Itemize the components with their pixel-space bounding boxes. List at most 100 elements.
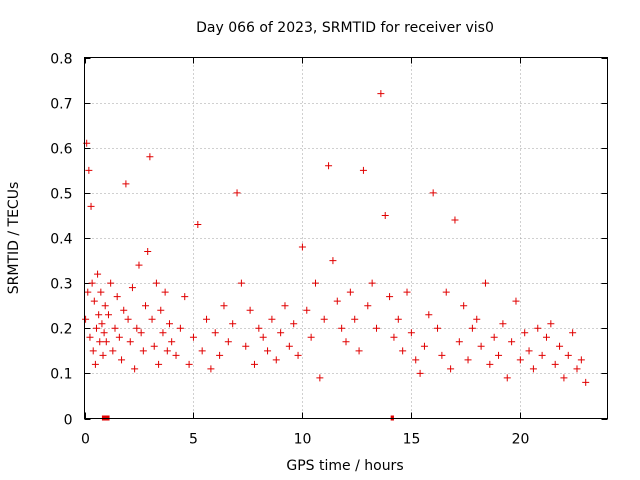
data-point: [303, 306, 311, 314]
data-point: [120, 306, 128, 314]
data-point: [534, 324, 542, 332]
data-point: [107, 279, 115, 287]
data-point: [281, 302, 289, 310]
data-point: [102, 338, 110, 346]
data-point: [455, 338, 463, 346]
data-point: [407, 329, 415, 337]
data-point: [329, 257, 337, 265]
data-point: [224, 338, 232, 346]
data-point: [101, 302, 109, 310]
data-point: [118, 356, 126, 364]
y-tick-label: 0.8: [50, 52, 72, 68]
data-point: [447, 365, 455, 373]
data-point: [89, 347, 97, 355]
data-point: [442, 288, 450, 296]
data-point: [189, 333, 197, 341]
data-point: [109, 347, 117, 355]
data-point: [416, 369, 424, 377]
data-point: [394, 315, 402, 323]
data-point: [90, 297, 98, 305]
data-point: [551, 360, 559, 368]
data-point: [94, 270, 102, 278]
data-point: [148, 315, 156, 323]
data-point: [490, 333, 498, 341]
data-point: [285, 342, 293, 350]
data-point: [473, 315, 481, 323]
data-point: [165, 320, 173, 328]
data-point: [338, 324, 346, 332]
data-point: [277, 329, 285, 337]
x-axis-label: GPS time / hours: [286, 458, 403, 474]
data-point: [87, 202, 95, 210]
data-point: [468, 324, 476, 332]
data-point: [359, 166, 367, 174]
data-point: [403, 288, 411, 296]
data-point: [272, 356, 280, 364]
data-point: [542, 333, 550, 341]
data-point: [399, 347, 407, 355]
y-tick-label: 0.3: [50, 277, 72, 293]
data-point: [390, 333, 398, 341]
data-point: [290, 320, 298, 328]
data-point: [124, 315, 132, 323]
data-point: [113, 293, 121, 301]
x-tick-label: 0: [81, 432, 90, 448]
data-point: [99, 351, 107, 359]
data-point: [176, 324, 184, 332]
data-point: [294, 351, 302, 359]
data-point: [547, 320, 555, 328]
data-point: [233, 189, 241, 197]
data-point: [325, 162, 333, 170]
y-tick-label: 0.2: [50, 322, 72, 338]
y-tick-label: 0.4: [50, 232, 72, 248]
data-point: [316, 374, 324, 382]
data-point: [477, 342, 485, 350]
data-point: [434, 324, 442, 332]
data-point: [377, 90, 385, 98]
data-point: [499, 320, 507, 328]
data-point: [333, 297, 341, 305]
data-point: [131, 365, 139, 373]
data-point: [538, 351, 546, 359]
data-point: [198, 347, 206, 355]
data-point: [157, 306, 165, 314]
y-tick-label: 0.6: [50, 142, 72, 158]
data-point: [503, 374, 511, 382]
data-point: [582, 378, 590, 386]
data-point: [242, 342, 250, 350]
data-point: [429, 189, 437, 197]
data-point: [100, 329, 108, 337]
data-point: [203, 315, 211, 323]
chart-title: Day 066 of 2023, SRMTID for receiver vis…: [196, 20, 494, 36]
data-point: [152, 279, 160, 287]
x-tick-label: 15: [403, 432, 421, 448]
data-point: [135, 261, 143, 269]
y-tick-label: 0.5: [50, 187, 72, 203]
data-point: [95, 311, 103, 319]
data-point: [560, 374, 568, 382]
axis-ticks: 0 0.1 0.2 0.3 0.4 0.5 0.6 0.7 0.8 0 5 10 15 20: [50, 52, 608, 448]
data-point: [211, 329, 219, 337]
data-point: [150, 342, 158, 350]
data-point: [128, 284, 136, 292]
data-point: [577, 356, 585, 364]
data-point: [98, 320, 106, 328]
data-point: [425, 311, 433, 319]
data-point: [96, 338, 104, 346]
data-point: [351, 315, 359, 323]
data-point: [246, 306, 254, 314]
data-point: [451, 216, 459, 224]
data-point: [573, 365, 581, 373]
data-point: [144, 248, 152, 256]
data-point: [464, 356, 472, 364]
data-point: [122, 180, 130, 188]
y-tick-label: 0.7: [50, 97, 72, 113]
data-point: [438, 351, 446, 359]
data-point: [508, 338, 516, 346]
data-point: [137, 329, 145, 337]
data-point: [364, 302, 372, 310]
x-tick-label: 20: [512, 432, 530, 448]
data-point: [161, 288, 169, 296]
data-point: [82, 315, 90, 323]
x-tick-label: 10: [294, 432, 312, 448]
